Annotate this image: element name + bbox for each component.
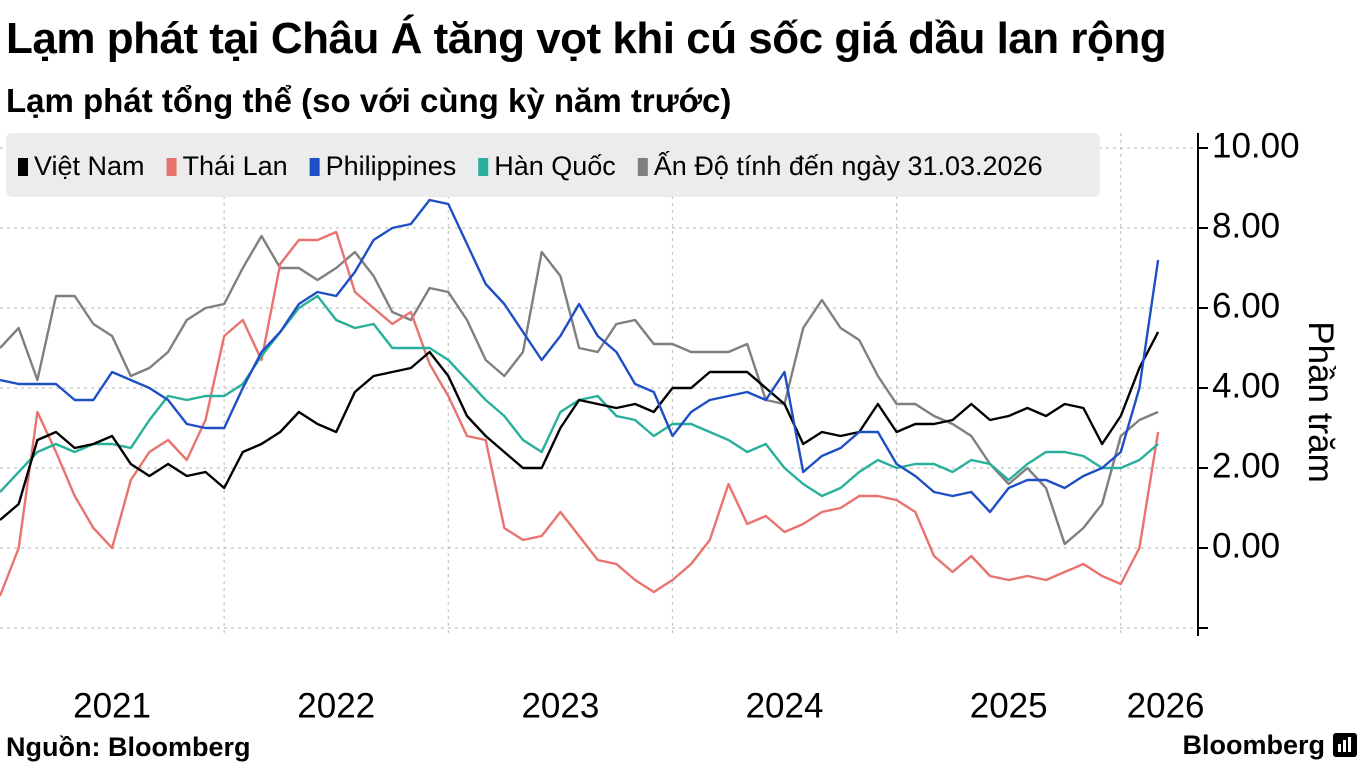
x-axis-ticks: 2021 2022 2023 2024 2025 2026 (73, 686, 1204, 725)
legend-swatch (637, 158, 648, 176)
series-line-1 (0, 230, 1160, 597)
y-tick-label: 4.00 (1212, 366, 1280, 405)
x-tick-label: 2022 (297, 686, 375, 725)
series-line-2 (0, 198, 1160, 514)
legend-swatch (18, 158, 28, 176)
legend-label: Philippines (326, 151, 457, 181)
x-tick-label: 2025 (970, 686, 1048, 725)
y-tick-label: 10.00 (1212, 126, 1300, 165)
bloomberg-terminal-icon (1333, 733, 1357, 757)
series-line-4 (0, 234, 1159, 546)
legend-label: Việt Nam (34, 151, 145, 181)
chart-subtitle: Lạm phát tổng thể (so với cùng kỳ năm tr… (6, 82, 732, 119)
legend-label: Ấn Độ tính đến ngày 31.03.2026 (654, 150, 1043, 181)
y-tick-label: 0.00 (1212, 526, 1280, 565)
chart-title: Lạm phát tại Châu Á tăng vọt khi cú sốc … (6, 14, 1167, 63)
x-tick-label: 2024 (746, 686, 824, 725)
legend-swatch (166, 158, 177, 176)
legend-label: Thái Lan (183, 151, 288, 181)
series-line-3 (0, 294, 1159, 498)
y-tick-label: 2.00 (1212, 446, 1280, 485)
y-tick-label: 8.00 (1212, 206, 1280, 245)
legend-swatch (478, 158, 489, 176)
series-lines (0, 198, 1160, 597)
y-axis-label: Phần trăm (1301, 321, 1340, 482)
legend-background (6, 133, 1100, 197)
legend: Việt Nam Thái Lan Philippines Hàn Quốc Ấn Độ… (18, 150, 1043, 181)
y-tick-label: 6.00 (1212, 286, 1280, 325)
x-tick-label: 2021 (73, 686, 151, 725)
x-tick-label: 2026 (1127, 686, 1205, 725)
bloomberg-logo-text: Bloomberg (1182, 730, 1325, 760)
legend-label: Hàn Quốc (494, 151, 616, 181)
series-line-0 (0, 331, 1160, 521)
source-note: Nguồn: Bloomberg (6, 732, 251, 762)
legend-swatch (309, 158, 320, 176)
x-tick-label: 2023 (521, 686, 599, 725)
y-axis-ticks: 10.00 8.00 6.00 4.00 2.00 0.00 (1198, 126, 1300, 629)
